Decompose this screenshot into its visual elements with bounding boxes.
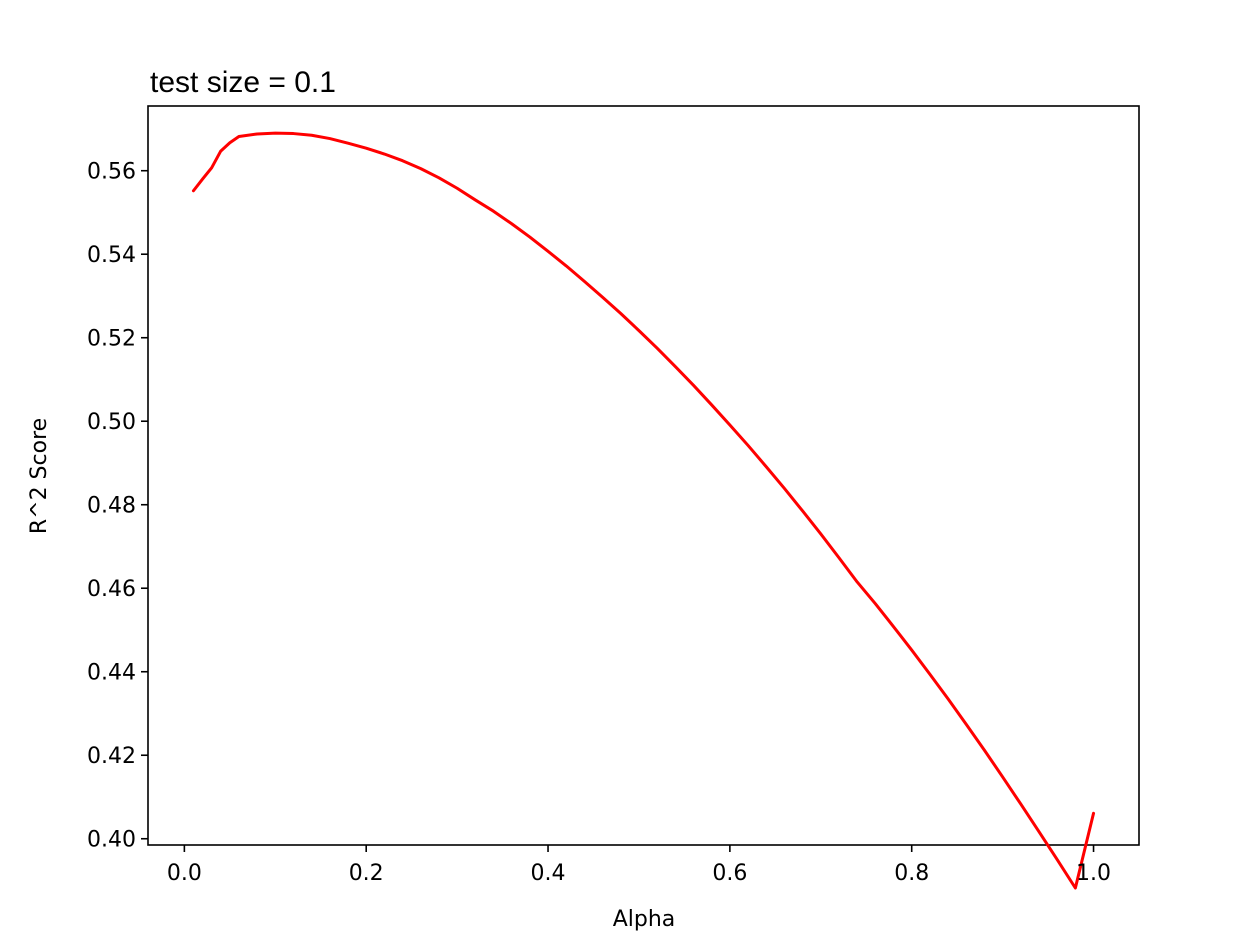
series-line-0 <box>191 131 1096 890</box>
axes-frame <box>147 105 1140 846</box>
y-tick-label: 0.46 <box>87 577 136 602</box>
y-tick-label: 0.48 <box>87 494 136 519</box>
y-tick-label: 0.40 <box>87 828 136 853</box>
y-tick-label: 0.50 <box>87 410 136 435</box>
x-tick-label: 1.0 <box>1076 861 1111 886</box>
y-tick-label: 0.52 <box>87 327 136 352</box>
plot-area <box>147 105 1140 846</box>
x-axis-label: Alpha <box>613 907 676 932</box>
x-tick-label: 0.0 <box>167 861 202 886</box>
x-tick-label: 0.6 <box>712 861 747 886</box>
y-tick-label: 0.56 <box>87 160 136 185</box>
series-layer <box>191 131 1096 890</box>
y-tick-label: 0.44 <box>87 661 136 686</box>
x-tick-label: 0.2 <box>349 861 384 886</box>
y-tick-label: 0.42 <box>87 744 136 769</box>
x-tick-label: 0.4 <box>531 861 566 886</box>
y-axis-label: R^2 Score <box>27 418 52 534</box>
chart-title: test size = 0.1 <box>150 66 336 99</box>
y-tick-label: 0.54 <box>87 243 136 268</box>
y-axis-ticks: 0.40 0.42 0.44 0.46 0.48 0.50 0.52 0.54 0.56 <box>87 160 148 853</box>
x-axis-ticks: 0.0 0.2 0.4 0.6 0.8 1.0 <box>167 845 1111 886</box>
x-tick-label: 0.8 <box>894 861 929 886</box>
